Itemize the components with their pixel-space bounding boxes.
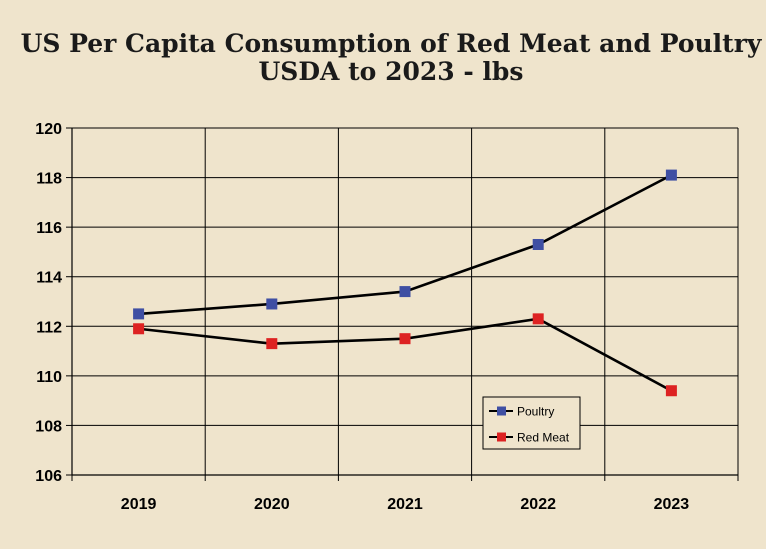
grid bbox=[72, 127, 739, 475]
data-point bbox=[532, 313, 544, 325]
chart-title: US Per Capita Consumption of Red Meat an… bbox=[21, 29, 763, 58]
data-point bbox=[266, 298, 278, 310]
chart-subtitle: USDA to 2023 - lbs bbox=[259, 57, 524, 86]
series-line-red-meat bbox=[138, 317, 673, 392]
legend-marker bbox=[497, 432, 506, 442]
legend-label: Red Meat bbox=[517, 431, 570, 445]
data-point bbox=[532, 238, 544, 250]
data-point bbox=[399, 286, 411, 298]
data-point bbox=[399, 333, 411, 345]
series-group bbox=[133, 169, 677, 397]
legend-marker bbox=[497, 406, 506, 416]
x-tick-label: 2023 bbox=[654, 496, 690, 513]
axes: 106 108 110 112 114 116 118 120 2019 2020 2021 2022… bbox=[35, 121, 739, 513]
y-tick-label: 108 bbox=[35, 418, 62, 435]
x-tick-label: 2020 bbox=[254, 496, 290, 513]
legend-label: Poultry bbox=[517, 405, 554, 419]
y-tick-label: 120 bbox=[35, 121, 62, 138]
y-tick-label: 110 bbox=[36, 369, 62, 386]
y-tick-label: 116 bbox=[36, 220, 62, 237]
y-tick-label: 118 bbox=[36, 171, 62, 188]
data-point bbox=[665, 385, 677, 397]
data-point bbox=[266, 338, 278, 350]
y-tick-label: 112 bbox=[36, 319, 62, 336]
x-tick-label: 2022 bbox=[520, 496, 556, 513]
x-tick-label: 2021 bbox=[387, 496, 423, 513]
x-tick-label: 2019 bbox=[121, 496, 157, 513]
y-tick-label: 114 bbox=[36, 270, 62, 287]
data-point bbox=[133, 308, 145, 320]
y-tick-label: 106 bbox=[35, 468, 62, 485]
data-point bbox=[665, 169, 677, 181]
data-point bbox=[133, 323, 145, 335]
legend: Poultry Red Meat bbox=[482, 396, 581, 450]
